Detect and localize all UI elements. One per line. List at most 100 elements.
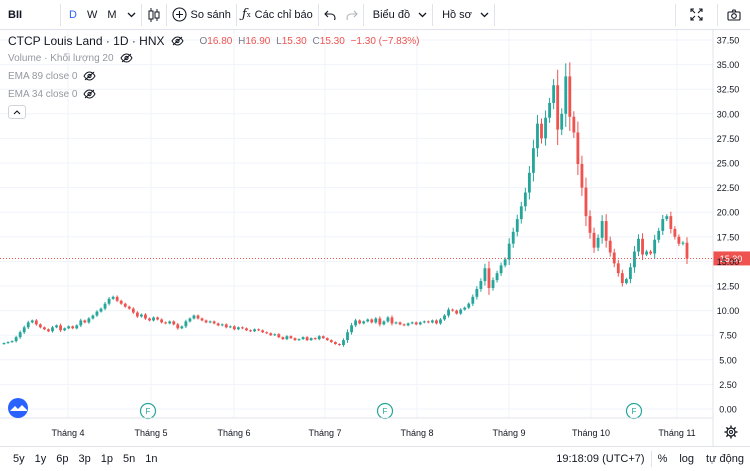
profile-dropdown[interactable]: Hồ sơ <box>433 0 494 30</box>
eye-crossed-icon[interactable] <box>83 89 97 99</box>
time-tick-label: Tháng 9 <box>492 428 525 438</box>
candle <box>370 318 374 324</box>
price-tick-label: 15.00 <box>717 257 740 267</box>
screenshot-button[interactable] <box>718 0 750 30</box>
candle <box>269 332 273 336</box>
gear-icon <box>724 425 738 439</box>
range-1p[interactable]: 1p <box>100 453 113 465</box>
toolbar-divider <box>140 3 142 26</box>
range-5y[interactable]: 5y <box>13 453 25 465</box>
event-marker[interactable]: F <box>376 402 394 420</box>
candle <box>604 214 608 248</box>
toolbar-divider <box>235 3 237 26</box>
interval-w[interactable]: W <box>86 8 98 21</box>
candle <box>459 308 463 315</box>
candle <box>653 234 657 259</box>
price-axis[interactable]: 37.50 35.00 32.50 30.00 27.50 25.00 22.50 20.00… <box>712 30 740 446</box>
candle <box>184 319 188 329</box>
compare-button[interactable]: So sánh <box>167 0 236 30</box>
price-tick-label: 32.50 <box>717 85 740 95</box>
last-price-tag <box>713 251 750 266</box>
candle <box>131 307 135 314</box>
candle <box>479 278 483 292</box>
price-tick-label: 25.00 <box>717 159 740 169</box>
interval-d[interactable]: D <box>69 8 77 21</box>
legend-collapse-button[interactable] <box>8 105 26 119</box>
candle <box>224 323 228 329</box>
indicator-row[interactable]: Volume · Khối lượng 20 <box>8 49 423 67</box>
fullscreen-icon <box>690 8 703 21</box>
interval-dropdown-button[interactable] <box>122 0 141 30</box>
camera-icon <box>727 8 741 21</box>
candle <box>293 337 297 341</box>
candle <box>685 237 689 264</box>
price-tick-label: 27.50 <box>717 134 740 144</box>
candle <box>107 297 111 306</box>
candle <box>426 320 430 324</box>
candle <box>103 301 107 311</box>
indicator-row[interactable]: EMA 89 close 0 <box>8 67 423 85</box>
event-marker[interactable]: F <box>625 402 643 420</box>
candle <box>51 325 54 333</box>
tradingview-logo[interactable] <box>8 398 28 418</box>
candle <box>616 259 620 277</box>
time-tick-label: Tháng 11 <box>658 428 695 438</box>
candle <box>435 319 438 325</box>
candle <box>180 325 184 330</box>
candle <box>309 337 313 341</box>
eye-crossed-icon[interactable] <box>119 53 133 63</box>
price-tick-label: 5.00 <box>719 355 737 365</box>
auto-toggle[interactable]: tự động <box>706 453 744 465</box>
eye-crossed-icon[interactable] <box>83 71 97 81</box>
candle <box>620 269 624 287</box>
time-axis[interactable]: Tháng 4 Tháng 5 Tháng 6 Tháng 7 Tháng 8 Tháng… <box>0 417 713 438</box>
fullscreen-button[interactable] <box>676 0 717 30</box>
time-tick-label: Tháng 7 <box>308 428 341 438</box>
candle <box>362 320 366 325</box>
open-label: O <box>199 35 208 47</box>
eye-crossed-icon[interactable] <box>170 36 184 46</box>
candle <box>63 327 67 332</box>
candle <box>26 320 30 330</box>
event-marker-label: F <box>146 407 151 416</box>
candle <box>451 308 455 312</box>
range-6p[interactable]: 6p <box>56 453 69 465</box>
range-1y[interactable]: 1y <box>34 453 47 465</box>
range-3p[interactable]: 3p <box>78 453 91 465</box>
candle <box>580 155 584 196</box>
candle <box>475 286 479 300</box>
chart-type-dropdown[interactable]: Biểu đồ <box>364 0 432 30</box>
candle <box>135 311 139 318</box>
candle <box>637 234 640 257</box>
candle <box>346 329 349 343</box>
candle <box>443 314 446 321</box>
range-1n[interactable]: 1n <box>145 453 158 465</box>
redo-button[interactable] <box>341 0 363 30</box>
axis-settings-button[interactable] <box>724 425 738 439</box>
undo-button[interactable] <box>319 0 341 30</box>
candle <box>544 110 547 146</box>
price-tick-label: 7.50 <box>719 331 737 341</box>
candle <box>91 314 95 320</box>
percent-toggle[interactable]: % <box>657 453 668 465</box>
profile-label: Hồ sơ <box>442 8 472 21</box>
candle <box>673 226 677 240</box>
chart-style-button[interactable] <box>142 0 166 30</box>
event-marker[interactable]: F <box>139 402 157 420</box>
interval-m[interactable]: M <box>107 8 117 21</box>
clock-time[interactable]: 19:18:09 (UTC+7) <box>556 453 645 465</box>
range-5n[interactable]: 5n <box>123 453 136 465</box>
indicator-row[interactable]: EMA 34 close 0 <box>8 85 423 103</box>
price-tick-label: 2.50 <box>719 380 737 390</box>
candle <box>164 321 168 325</box>
candle <box>665 214 669 222</box>
high-value: 16.90 <box>245 35 271 47</box>
price-chart[interactable]: 15.30 F F F 37.50 35.00 32.50 30.00 27.50 25.00… <box>0 30 750 446</box>
symbol-search[interactable]: BII <box>8 8 23 21</box>
candle <box>14 335 18 343</box>
log-toggle[interactable]: log <box>679 453 695 465</box>
candle <box>649 249 653 256</box>
